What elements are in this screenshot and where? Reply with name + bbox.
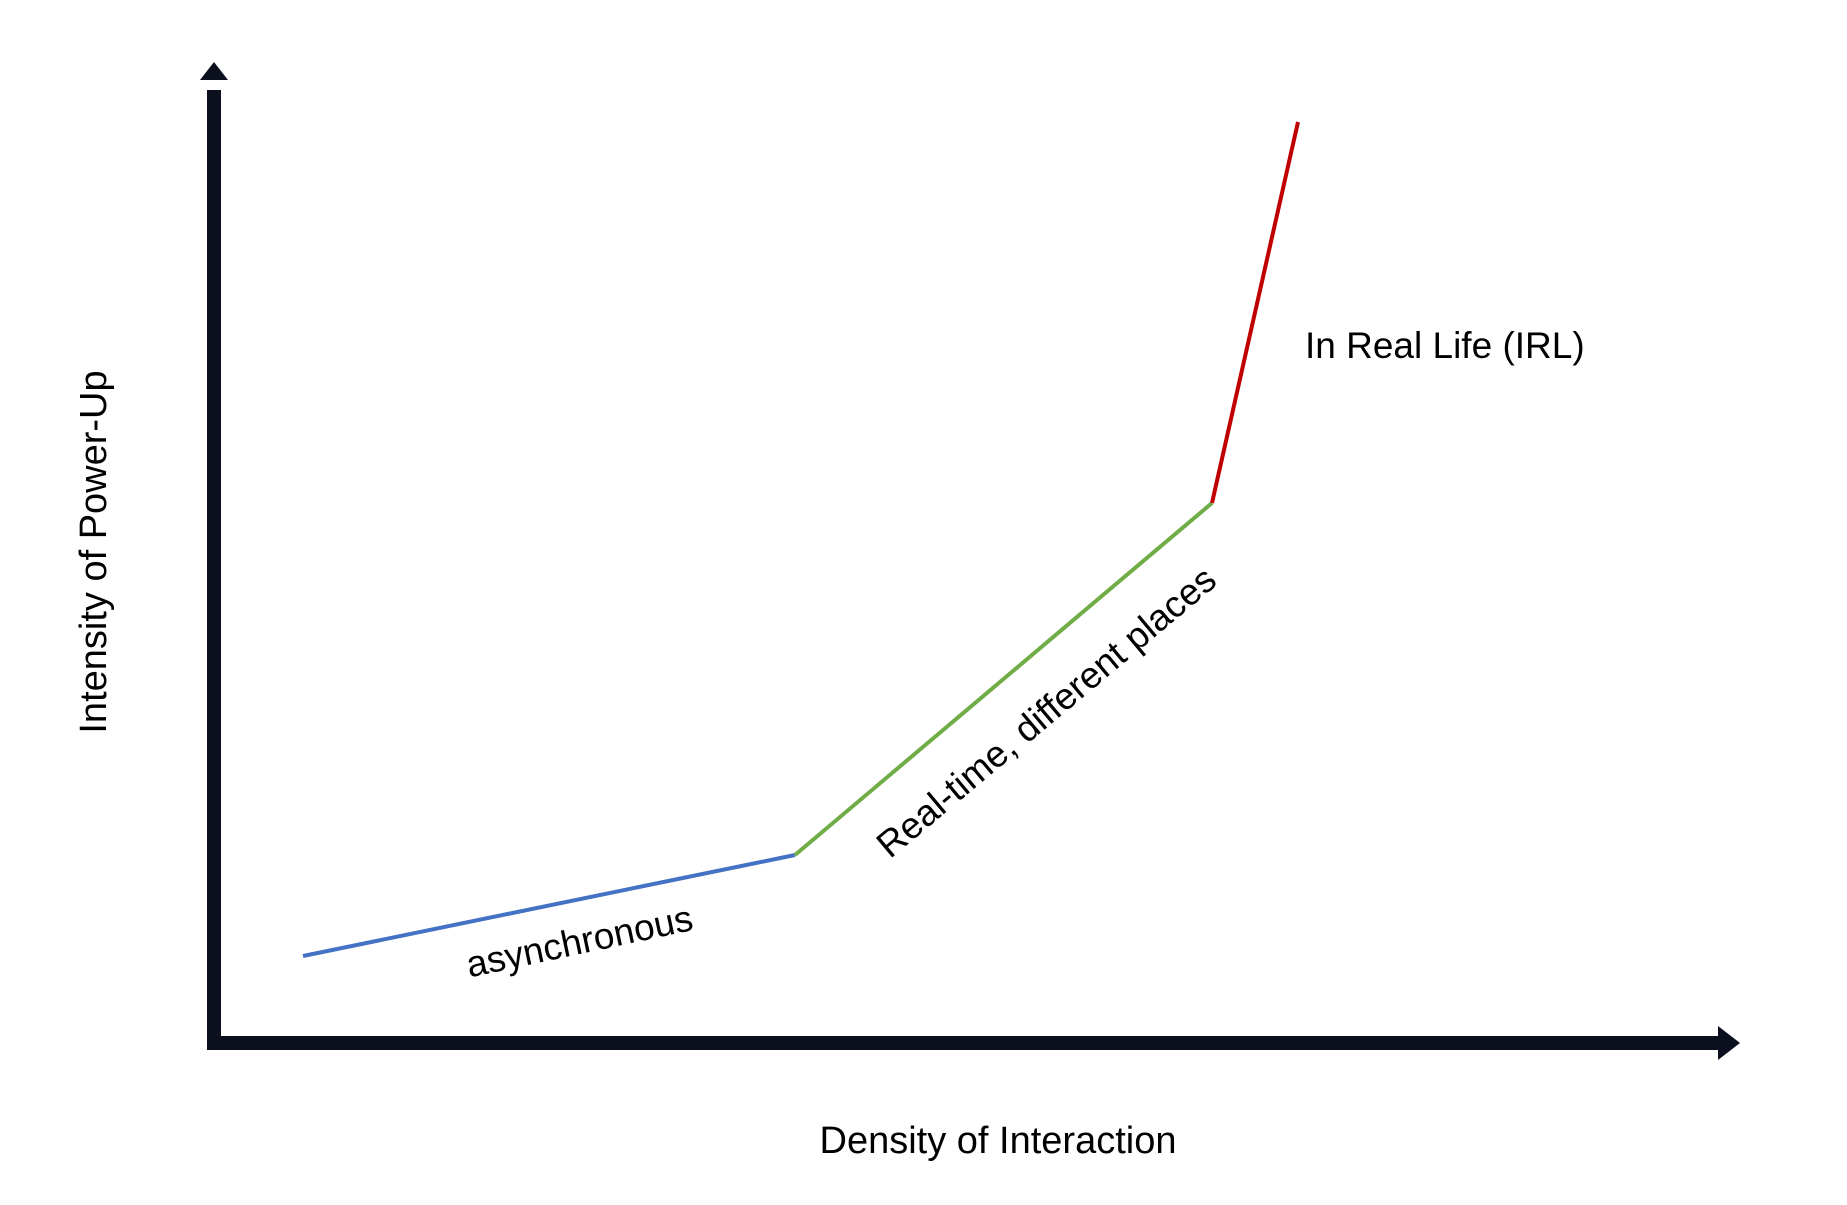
segment-label-asynchronous: asynchronous bbox=[463, 897, 697, 985]
x-axis-arrowhead bbox=[1718, 1026, 1740, 1060]
segment-irl bbox=[1210, 121, 1300, 504]
segment-label-real-time: Real-time, different places bbox=[869, 558, 1224, 865]
segment-label-irl: In Real Life (IRL) bbox=[1305, 325, 1585, 366]
y-axis bbox=[200, 62, 228, 1050]
segment-asynchronous bbox=[302, 853, 796, 958]
x-axis-title: Density of Interaction bbox=[820, 1120, 1177, 1162]
x-axis bbox=[207, 1026, 1740, 1060]
y-axis-arrowhead bbox=[200, 62, 228, 80]
y-axis-title: Intensity of Power-Up bbox=[73, 370, 115, 733]
segment-real-time bbox=[793, 501, 1214, 857]
